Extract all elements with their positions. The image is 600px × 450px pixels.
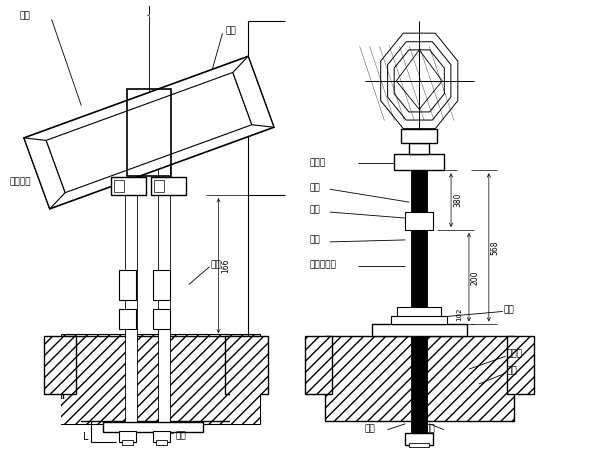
Text: 防水兼注器: 防水兼注器: [310, 260, 337, 269]
Bar: [154, 180, 164, 192]
Polygon shape: [61, 399, 82, 424]
Text: 坠圈: 坠圈: [365, 424, 376, 433]
Text: 380: 380: [453, 193, 462, 207]
Text: L: L: [83, 432, 89, 442]
Text: 主索: 主索: [20, 12, 31, 21]
Text: 辅件: 辅件: [424, 424, 435, 433]
Bar: [153, 310, 170, 329]
Bar: [401, 129, 437, 143]
Bar: [153, 270, 170, 300]
Text: 加励: 加励: [507, 367, 517, 376]
Text: 锥体节头: 锥体节头: [10, 178, 31, 187]
Polygon shape: [24, 138, 65, 209]
Bar: [391, 316, 447, 324]
Bar: [151, 177, 186, 195]
Bar: [409, 443, 429, 446]
Bar: [114, 180, 124, 192]
Bar: [153, 431, 170, 441]
Text: 166: 166: [221, 258, 230, 273]
Polygon shape: [325, 336, 514, 421]
Text: 568: 568: [491, 241, 500, 255]
Bar: [394, 154, 444, 171]
Polygon shape: [64, 336, 258, 421]
Text: 碎板: 碎板: [310, 235, 320, 244]
Bar: [126, 121, 137, 429]
Text: 坠圈: 坠圈: [504, 305, 514, 314]
Bar: [103, 422, 203, 432]
Text: 102: 102: [456, 308, 462, 321]
Bar: [397, 307, 441, 320]
Text: 200: 200: [471, 270, 480, 285]
Text: 吊素: 吊素: [310, 184, 320, 193]
Bar: [122, 440, 133, 445]
Polygon shape: [226, 336, 268, 394]
Polygon shape: [233, 56, 274, 127]
Bar: [371, 324, 467, 336]
Bar: [119, 431, 136, 441]
Text: 聗母: 聗母: [211, 260, 221, 269]
Polygon shape: [61, 334, 260, 424]
Text: 夾具: 夾具: [226, 27, 236, 36]
Bar: [406, 212, 433, 230]
Text: 坠板: 坠板: [176, 431, 187, 440]
Text: 混凝土: 混凝土: [507, 350, 523, 359]
Bar: [413, 155, 425, 445]
Polygon shape: [305, 336, 332, 394]
Bar: [119, 270, 136, 300]
Bar: [111, 177, 146, 195]
Text: J: J: [148, 6, 151, 16]
Bar: [409, 143, 429, 154]
Bar: [406, 433, 433, 445]
Polygon shape: [507, 336, 533, 394]
Bar: [156, 440, 167, 445]
Bar: [159, 121, 170, 429]
Bar: [127, 89, 171, 176]
Polygon shape: [24, 56, 274, 209]
Text: 聗母: 聗母: [310, 206, 320, 215]
Polygon shape: [230, 389, 260, 424]
Text: 吸夹具: 吸夹具: [310, 158, 326, 167]
Bar: [119, 310, 136, 329]
Polygon shape: [44, 336, 76, 394]
